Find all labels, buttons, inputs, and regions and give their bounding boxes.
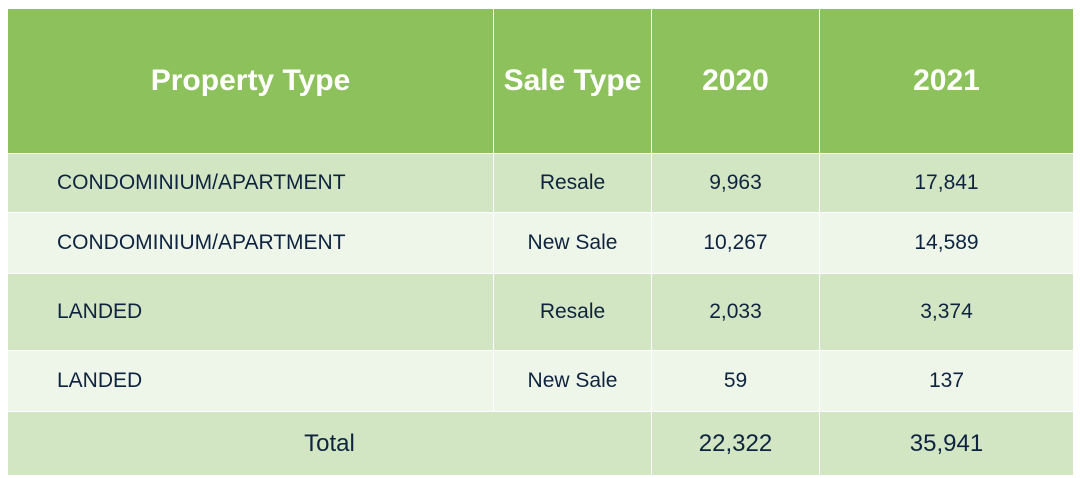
table-cell: 10,267 xyxy=(651,212,820,274)
table-row: CONDOMINIUM/APARTMENT Resale 9,963 17,841 xyxy=(7,153,1074,213)
table-cell: New Sale xyxy=(493,350,652,412)
table-row: CONDOMINIUM/APARTMENT New Sale 10,267 14,58… xyxy=(7,212,1074,274)
header-cell: 2020 xyxy=(651,8,820,154)
table-cell: 14,589 xyxy=(819,212,1074,274)
table-row: LANDED Resale 2,033 3,374 xyxy=(7,273,1074,351)
table-cell: Resale xyxy=(493,273,652,351)
total-label: Total xyxy=(7,411,652,476)
table-cell: LANDED xyxy=(7,350,494,412)
header-cell: Property Type xyxy=(7,8,494,154)
header-row: Property Type Sale Type 2020 2021 xyxy=(7,8,1074,154)
header-cell: 2021 xyxy=(819,8,1074,154)
table-cell: 17,841 xyxy=(819,153,1074,213)
table-cell: 9,963 xyxy=(651,153,820,213)
table-cell: Resale xyxy=(493,153,652,213)
table-body: CONDOMINIUM/APARTMENT Resale 9,963 17,841 CO… xyxy=(7,153,1074,476)
table-cell: New Sale xyxy=(493,212,652,274)
table-cell: CONDOMINIUM/APARTMENT xyxy=(7,212,494,274)
table-cell: 2,033 xyxy=(651,273,820,351)
table-cell: CONDOMINIUM/APARTMENT xyxy=(7,153,494,213)
table-row: LANDED New Sale 59 137 xyxy=(7,350,1074,412)
total-row: Total 22,322 35,941 xyxy=(7,411,1074,476)
table-cell: LANDED xyxy=(7,273,494,351)
table-cell: 59 xyxy=(651,350,820,412)
total-cell: 22,322 xyxy=(651,411,820,476)
header-cell: Sale Type xyxy=(493,8,652,154)
total-cell: 35,941 xyxy=(819,411,1074,476)
table-cell: 3,374 xyxy=(819,273,1074,351)
sales-table: Property Type Sale Type 2020 2021 CONDOM… xyxy=(7,8,1074,476)
table-cell: 137 xyxy=(819,350,1074,412)
